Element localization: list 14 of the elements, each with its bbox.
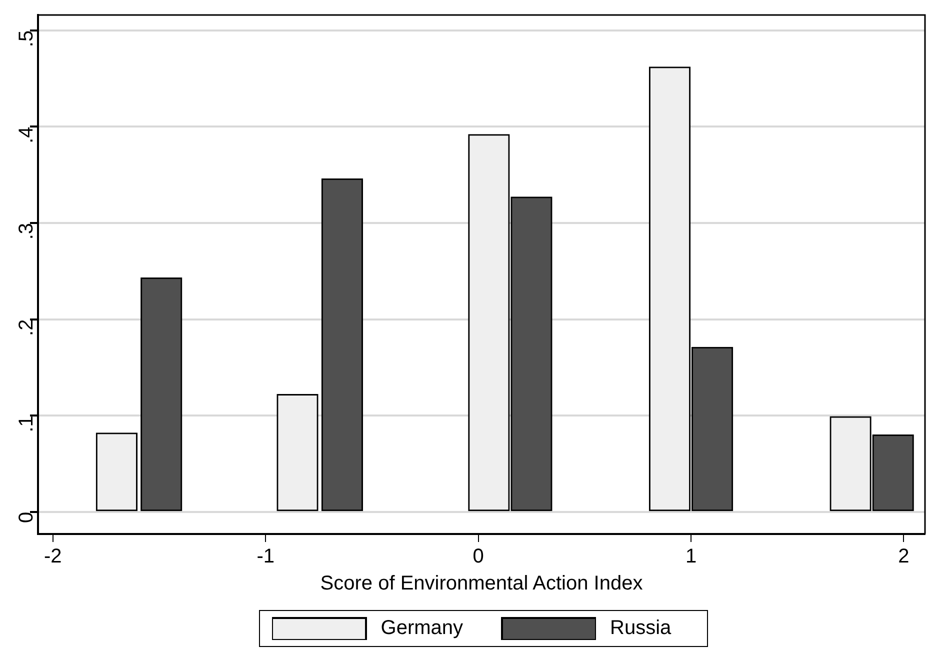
y-tick-label: .1 <box>16 416 38 432</box>
x-tick-label: -1 <box>256 546 274 568</box>
y-tick-label: 0 <box>16 512 38 523</box>
y-tick-label: .4 <box>16 126 38 144</box>
x-axis-title: Score of Environmental Action Index <box>320 572 643 595</box>
legend-label: Russia <box>610 617 672 640</box>
x-tick-label: 0 <box>472 546 484 568</box>
y-tick-label: .3 <box>16 222 38 240</box>
legend-label: Germany <box>380 617 464 640</box>
x-tick-label: -2 <box>44 546 62 568</box>
x-tick-label: 2 <box>898 546 910 568</box>
y-tick-label: .2 <box>16 319 38 336</box>
x-tick-label: 1 <box>685 546 697 568</box>
y-tick-label: .5 <box>16 30 38 48</box>
